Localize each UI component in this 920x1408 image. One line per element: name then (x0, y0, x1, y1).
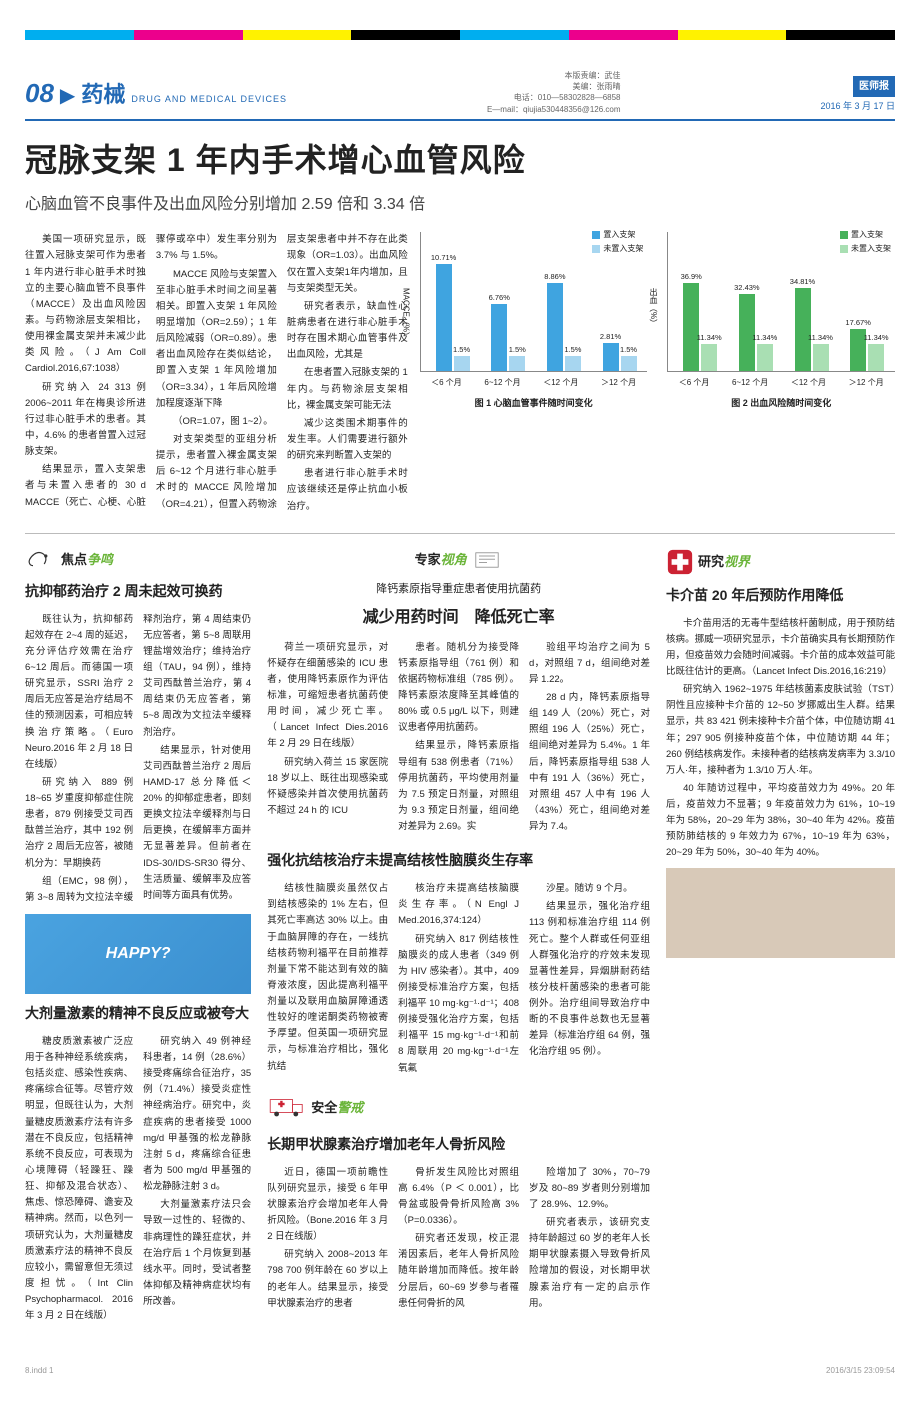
article-title: 抗抑郁药治疗 2 周未起效可换药 (25, 580, 251, 604)
chart-2: 出血（%） 置入支架 未置入支架 36.9%11.34%32.43%11.34%… (667, 232, 895, 514)
article-title: 长期甲状腺素治疗增加老年人骨折风险 (267, 1133, 650, 1157)
section-badge-focus: 焦点争鸣 (25, 548, 251, 572)
article-title: 大剂量激素的精神不良反应或被夸大 (25, 1002, 251, 1026)
ambulance-icon (267, 1091, 307, 1121)
article-title: 强化抗结核治疗未提高结核性脑膜炎生存率 (267, 849, 650, 873)
publication-date: 2016 年 3 月 17 日 (820, 99, 895, 114)
editor-line: 美编：张雨晴 (487, 81, 621, 92)
section-badge-expert: 专家视角 (267, 548, 650, 572)
happy-image: HAPPY? (25, 914, 251, 994)
editor-line: E—mail：qiujia530448356@126.com (487, 104, 621, 115)
ear-icon (25, 548, 57, 572)
section-title-en: DRUG AND MEDICAL DEVICES (131, 92, 287, 107)
chart-1: MACCE（%） 置入支架 未置入支架 10.71%1.5%6.76%1.5%8… (420, 232, 648, 514)
publication-badge: 医师报 (853, 76, 895, 97)
footer-left: 8.indd 1 (25, 1364, 53, 1378)
newspaper-icon (471, 548, 503, 572)
print-color-bar (25, 30, 895, 40)
section-title-cn: 药械 (81, 76, 125, 113)
article-title: 减少用药时间 降低死亡率 (267, 604, 650, 631)
sub-headline: 心脑血管不良事件及出血风险分别增加 2.59 倍和 3.34 倍 (25, 191, 895, 218)
footer-right: 2016/3/15 23:09:54 (826, 1364, 895, 1378)
article-suptitle: 降钙素原指导重症患者使用抗菌药 (267, 580, 650, 599)
article-title: 卡介苗 20 年后预防作用降低 (666, 584, 895, 608)
editor-line: 电话：010—58302828—6858 (487, 92, 621, 103)
section-badge-research: 研究视界 (666, 548, 895, 576)
section-badge-safety: 安全警戒 (267, 1091, 650, 1125)
main-headline: 冠脉支架 1 年内手术增心血管风险 (25, 133, 895, 187)
page-header: 08 ▶ 药械 DRUG AND MEDICAL DEVICES 本版责编：武佳… (25, 70, 895, 121)
main-body: 美国一项研究显示，既往置入冠脉支架可作为患者 1 年内进行非心脏手术时独立的主要… (25, 232, 408, 514)
page-number: 08 (25, 71, 54, 115)
vaccine-image (666, 868, 895, 958)
editor-line: 本版责编：武佳 (487, 70, 621, 81)
medical-cross-icon (666, 548, 694, 576)
